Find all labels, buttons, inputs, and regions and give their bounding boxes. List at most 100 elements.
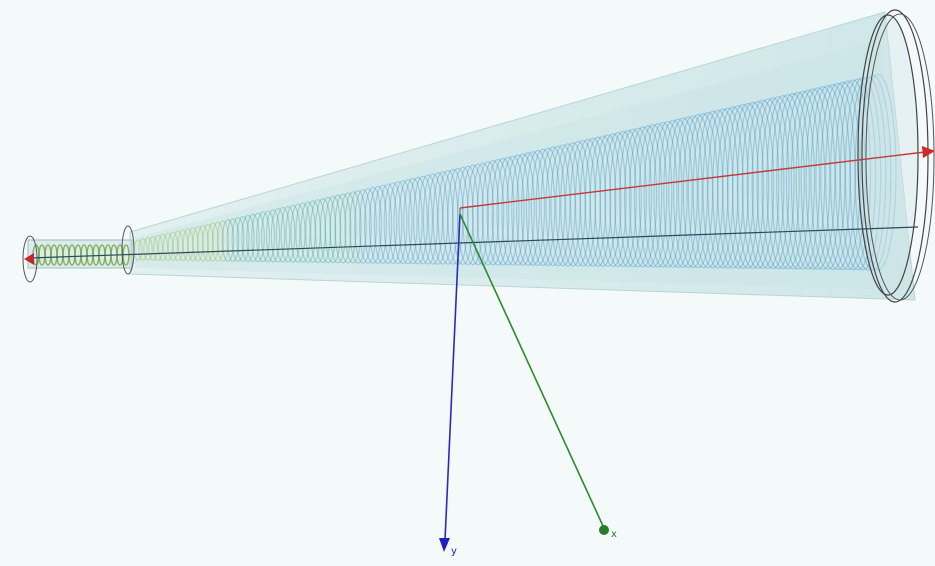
helix-turn (359, 187, 377, 264)
helix-turn (702, 109, 734, 269)
helix-turn (776, 92, 810, 270)
helix-turn (795, 88, 831, 270)
helix-turn (766, 95, 800, 270)
helix-turn (584, 136, 612, 267)
helix-turn (388, 181, 408, 265)
helix-turn (383, 182, 403, 265)
axis-blue (444, 213, 461, 541)
helix-turn (854, 74, 892, 271)
helix-turn (511, 153, 535, 266)
helix-turn (197, 224, 209, 262)
helix-turn (153, 234, 163, 261)
helix-turn (329, 194, 347, 264)
helix-turn (270, 208, 286, 263)
helix-turn (668, 117, 698, 268)
helix-turn (432, 171, 454, 265)
ring (865, 13, 935, 301)
helix-turn (452, 166, 474, 265)
helix-turn (677, 115, 709, 269)
helix-turn (834, 79, 872, 271)
helix-turn (707, 108, 739, 269)
helix-turn (334, 193, 352, 264)
helix-turn (516, 152, 540, 266)
inner-cone (135, 40, 905, 290)
helix-turn (648, 121, 678, 268)
arrow-red (922, 146, 935, 158)
helix-turn (579, 137, 607, 267)
helix-turn (746, 99, 780, 270)
helix-turn (157, 233, 169, 261)
helix-turn (692, 111, 724, 269)
helix-turn (138, 238, 148, 261)
helix-turn (599, 133, 627, 268)
helix-turn (314, 198, 332, 264)
helix-turn (643, 123, 673, 268)
helix-turn (457, 165, 479, 266)
helix-turn (251, 212, 265, 263)
helix-turn (751, 98, 785, 270)
axis-label: x (611, 529, 617, 540)
helix-turn (820, 82, 856, 271)
helix-turn (265, 209, 281, 263)
helix-turn (790, 89, 826, 270)
helix-turn (594, 134, 622, 267)
helix-turn (825, 81, 861, 271)
helix-turn (305, 200, 321, 263)
helix-turn (373, 184, 393, 264)
helix-turn (673, 116, 703, 269)
helix-turn (785, 90, 821, 270)
helix-turn (535, 147, 561, 267)
helix-turn (687, 112, 719, 269)
helix-turn (324, 195, 342, 264)
helix-turn (167, 231, 179, 262)
helix-turn (177, 229, 189, 262)
helix-turn (761, 96, 795, 270)
ring (861, 9, 929, 303)
helix-turn (290, 203, 306, 263)
helix-turn (354, 189, 372, 264)
helix-turn (565, 140, 591, 267)
ring (22, 235, 38, 283)
helix-turn (339, 192, 357, 264)
helix-turn (256, 211, 270, 263)
helix-turn (736, 101, 770, 269)
helix-turn (466, 163, 490, 266)
helix-turn (148, 236, 158, 261)
helix-turn (378, 183, 398, 264)
helix-turn (491, 157, 515, 266)
helix-turn (815, 83, 851, 270)
helix-turn (800, 87, 836, 270)
helix-turn (604, 132, 632, 268)
helix-turn (525, 149, 551, 266)
helix-turn (300, 201, 316, 263)
helix-turn (202, 223, 214, 262)
helix-turn (192, 225, 204, 262)
helix-turn (231, 217, 245, 262)
helix-turn (589, 135, 617, 267)
helix-turn (609, 130, 637, 268)
helix-turn (417, 174, 439, 265)
helix-turn (496, 156, 520, 266)
helix-turn (285, 204, 301, 263)
helix-turn (187, 227, 199, 262)
helix-turn (780, 91, 816, 270)
helix-turn (520, 151, 546, 266)
axis-green (459, 213, 604, 527)
helix-turn (628, 126, 658, 268)
helix-turn (722, 105, 754, 269)
helix-turn (619, 128, 647, 268)
helix-turn (182, 228, 194, 262)
helix-turn (344, 191, 362, 264)
helix-turn (859, 73, 897, 271)
helix-turn (349, 190, 367, 264)
helix-turn (756, 97, 790, 270)
helix-turn (839, 78, 877, 271)
helix-turn (658, 119, 688, 268)
helix-turn (403, 177, 423, 265)
helix-turn (216, 220, 230, 262)
arrow-blue (439, 538, 450, 552)
helix-turn (481, 159, 505, 266)
helix-turn (368, 185, 388, 264)
